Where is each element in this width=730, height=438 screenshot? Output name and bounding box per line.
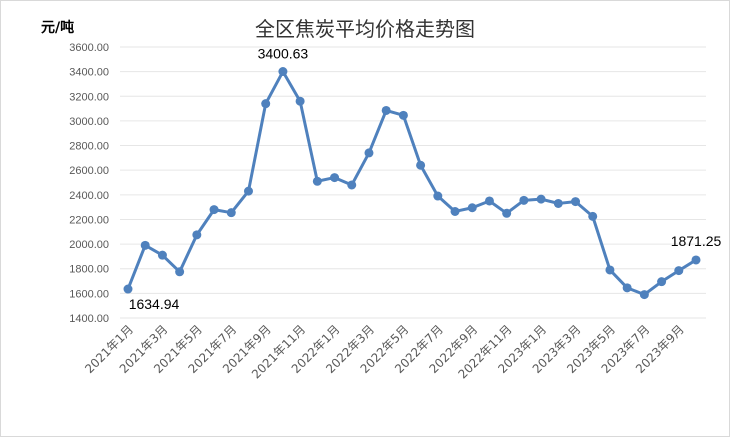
data-point (433, 191, 443, 201)
data-point (295, 96, 305, 106)
y-tick-label: 3400.00 (69, 67, 109, 79)
y-tick-label: 3200.00 (69, 91, 109, 103)
data-point (622, 283, 632, 293)
data-label: 3400.63 (258, 46, 309, 62)
data-point (605, 265, 615, 275)
data-point (347, 180, 357, 190)
y-tick-label: 2200.00 (69, 214, 109, 226)
data-point (674, 266, 684, 276)
y-tick-label: 2600.00 (69, 165, 109, 177)
data-point (639, 290, 649, 300)
data-point (192, 230, 202, 240)
chart-title: 全区焦炭平均价格走势图 (255, 17, 475, 41)
data-point (123, 284, 133, 294)
data-point (553, 198, 563, 208)
data-point (416, 160, 426, 170)
data-point (571, 197, 581, 207)
y-tick-label: 2000.00 (69, 239, 109, 251)
data-point (330, 173, 340, 183)
data-point (312, 176, 322, 186)
data-point (226, 208, 236, 218)
y-tick-label: 2800.00 (69, 141, 109, 153)
y-tick-label: 1400.00 (69, 313, 109, 325)
y-tick-label: 1600.00 (69, 288, 109, 300)
data-point (209, 205, 219, 215)
data-point (467, 203, 477, 213)
data-point (381, 105, 391, 115)
y-tick-label: 3600.00 (69, 42, 109, 54)
data-point (175, 267, 185, 277)
data-point (502, 208, 512, 218)
y-tick-label: 3000.00 (69, 116, 109, 128)
data-point (261, 99, 271, 109)
data-point (450, 206, 460, 216)
data-point (278, 67, 288, 77)
data-point (519, 195, 529, 205)
y-tick-label: 1800.00 (69, 264, 109, 276)
series-line (126, 70, 697, 297)
data-point (657, 277, 667, 287)
data-point (140, 240, 150, 250)
y-axis-unit-label: 元/吨 (41, 20, 75, 36)
data-point (691, 255, 701, 265)
data-point (398, 110, 408, 120)
data-point (536, 194, 546, 204)
data-point (588, 211, 598, 221)
y-tick-label: 2400.00 (69, 190, 109, 202)
data-point (157, 250, 167, 260)
data-point (243, 186, 253, 196)
data-label: 1634.94 (129, 296, 180, 312)
data-point (484, 196, 494, 206)
data-point (364, 148, 374, 158)
data-label: 1871.25 (671, 233, 722, 249)
